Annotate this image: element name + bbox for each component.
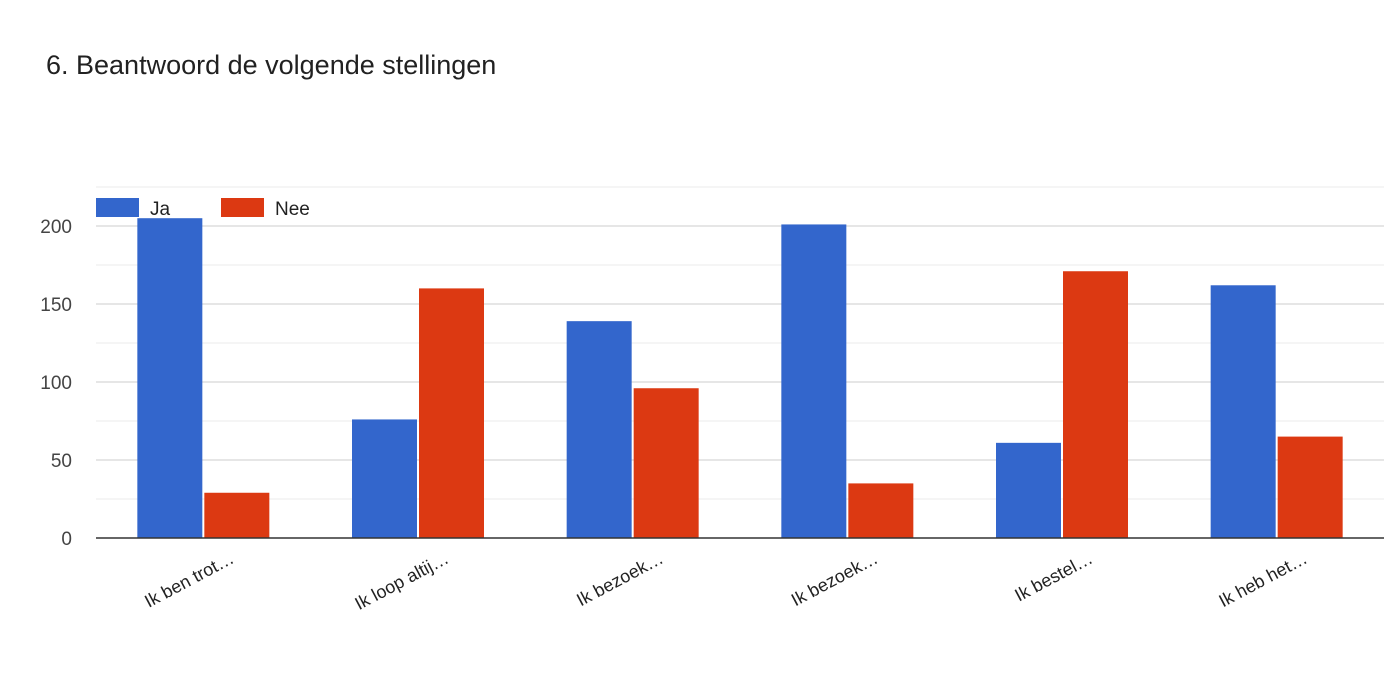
bar-ja-4 [781,224,847,538]
y-axis-ticks: 0 50 100 150 200 [40,217,72,550]
bar-ja-2 [352,419,417,538]
bars [137,218,1343,538]
bar-nee-6 [1277,436,1343,538]
bar-ja-3 [566,321,632,538]
x-category-label: Ik bezoek… [573,548,666,610]
bar-nee-3 [633,388,699,538]
legend-label-nee: Nee [275,199,310,220]
x-category-label: Ik bestel… [1011,548,1095,606]
bar-nee-5 [1063,271,1128,538]
y-tick-label: 0 [61,529,72,550]
chart-title: 6. Beantwoord de volgende stellingen [46,50,497,80]
legend-swatch-nee [221,198,264,217]
x-axis-categories: Ik ben trot… Ik loop altij… Ik bezoek… Ik b… [141,548,1310,614]
y-tick-label: 150 [40,295,72,316]
gridlines [96,186,1384,500]
y-tick-label: 200 [40,217,72,238]
x-category-label: Ik bezoek… [788,548,881,610]
legend: Ja Nee [96,198,310,220]
x-category-label: Ik heb het… [1215,548,1310,611]
bar-nee-4 [848,483,914,538]
y-tick-label: 100 [40,373,72,394]
x-category-label: Ik loop altij… [352,548,452,614]
x-category-label: Ik ben trot… [141,548,237,612]
bar-ja-5 [996,442,1061,538]
legend-swatch-ja [96,198,139,217]
bar-nee-2 [419,288,484,538]
bar-ja-6 [1210,285,1276,538]
bar-ja-1 [137,218,203,538]
bar-nee-1 [204,492,270,538]
y-tick-label: 50 [51,451,72,472]
legend-label-ja: Ja [150,199,171,220]
